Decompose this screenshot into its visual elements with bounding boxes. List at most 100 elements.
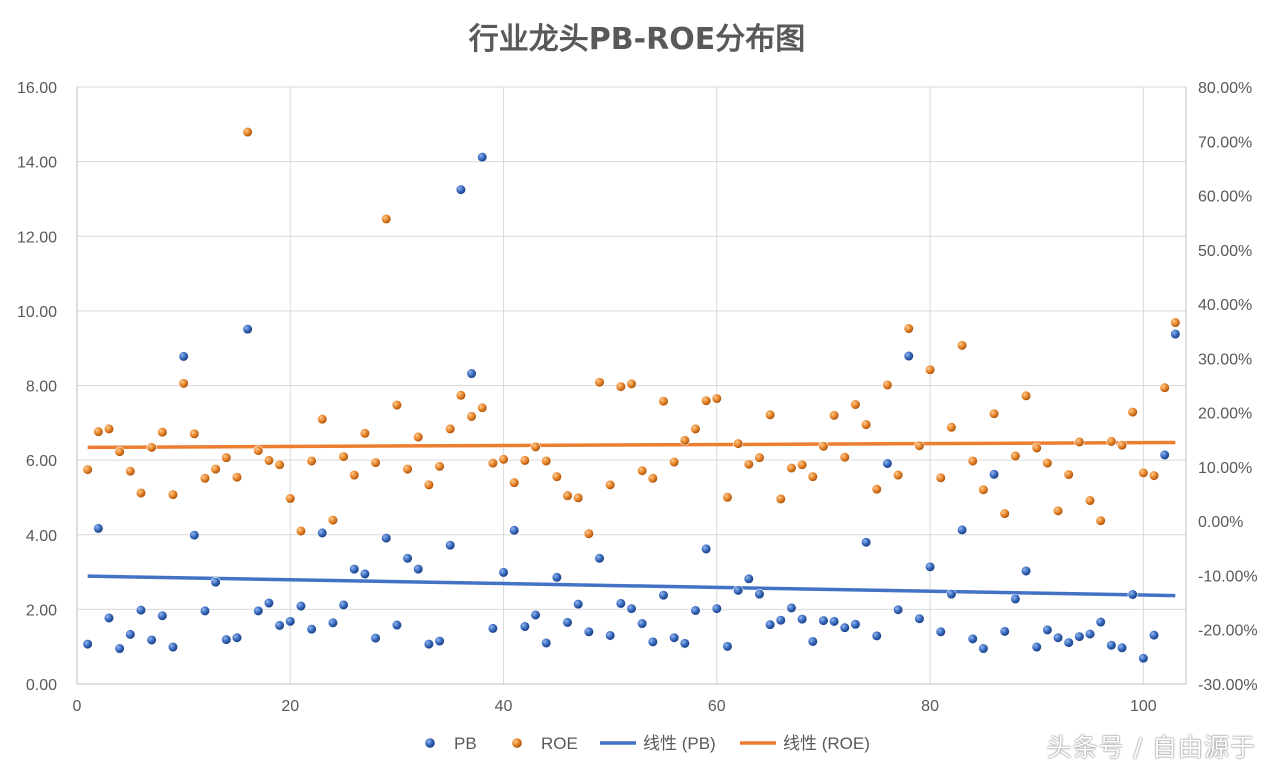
roe-point — [1042, 458, 1053, 469]
roe-point — [402, 463, 413, 475]
pb-point — [605, 630, 616, 641]
roe-point — [754, 452, 765, 463]
roe-point — [189, 428, 200, 439]
pb-point — [701, 543, 712, 555]
roe-point — [487, 458, 498, 469]
x-tick-label: 0 — [73, 698, 82, 715]
roe-point — [327, 514, 339, 526]
pb-point — [306, 624, 317, 635]
pb-point — [1148, 630, 1160, 641]
roe-point — [839, 452, 850, 463]
roe-point — [157, 427, 168, 438]
roe-point — [733, 438, 744, 449]
pb-point — [988, 469, 1000, 480]
pb-point — [946, 588, 957, 600]
pb-point — [999, 626, 1010, 637]
pb-point — [1106, 640, 1117, 651]
roe-point — [860, 419, 872, 430]
pb-point — [125, 629, 136, 640]
y-right-tick-label: 20.00% — [1198, 406, 1252, 423]
roe-point — [1159, 382, 1170, 393]
pb-point — [477, 152, 488, 163]
pb-point — [487, 623, 498, 634]
pb-point — [466, 368, 477, 379]
roe-point — [114, 446, 125, 457]
x-tick-label: 100 — [1130, 698, 1157, 715]
pb-point — [1116, 642, 1128, 653]
pb-point — [626, 603, 637, 614]
roe-point — [1170, 317, 1181, 328]
pb-point — [615, 598, 626, 609]
x-tick-label: 60 — [708, 698, 726, 715]
roe-point — [82, 464, 93, 475]
roe-point — [178, 378, 189, 389]
y-right-tick-label: -20.00% — [1198, 623, 1258, 640]
pb-point — [1042, 624, 1053, 635]
roe-point — [829, 410, 840, 421]
pb-point — [146, 634, 157, 646]
roe-point — [690, 423, 701, 435]
roe-point — [530, 441, 541, 452]
pb-point — [1138, 653, 1149, 664]
roe-point — [285, 493, 296, 504]
roe-point — [413, 431, 424, 443]
pb-point — [391, 619, 403, 631]
roe-point — [882, 379, 893, 391]
y-left-tick-label: 14.00 — [17, 155, 57, 172]
roe-point — [797, 459, 808, 470]
pb-point — [978, 643, 989, 654]
roe-point — [626, 378, 637, 389]
pb-point — [135, 605, 147, 616]
roe-point — [263, 455, 275, 466]
pb-point — [274, 620, 285, 631]
pb-point — [647, 636, 658, 647]
y-right-tick-label: 10.00% — [1198, 460, 1252, 477]
pb-point — [434, 635, 445, 647]
roe-point — [1127, 406, 1138, 418]
pb-point — [189, 530, 200, 541]
pb-point — [573, 599, 584, 610]
pb-point — [797, 613, 808, 625]
pb-point — [93, 523, 104, 534]
pb-point — [1052, 632, 1064, 643]
pb-point — [541, 637, 552, 649]
roe-point — [903, 323, 914, 334]
pb-point — [935, 626, 946, 637]
x-tick-label: 20 — [281, 698, 299, 715]
roe-point — [818, 441, 829, 452]
roe-point — [956, 340, 968, 351]
roe-point — [541, 455, 552, 467]
y-right-tick-label: 70.00% — [1198, 134, 1252, 151]
roe-point — [679, 435, 690, 446]
roe-point — [775, 493, 786, 505]
legend: PB ROE 线性 (PB) 线性 (ROE) — [425, 734, 870, 753]
pb-point — [829, 616, 840, 627]
roe-point — [445, 423, 456, 435]
roe-point — [765, 409, 776, 420]
roe-point — [391, 399, 403, 411]
roe-point — [605, 479, 616, 490]
y-left-tick-label: 12.00 — [17, 229, 57, 246]
pb-point — [157, 610, 168, 621]
roe-point — [274, 459, 285, 470]
pb-point — [1031, 641, 1042, 653]
pb-point — [722, 641, 733, 652]
legend-label: 线性 (PB) — [643, 734, 716, 753]
pb-point — [338, 599, 349, 610]
roe-point — [295, 525, 307, 537]
roe-point — [935, 472, 946, 483]
roe-point — [1138, 467, 1149, 478]
roe-point — [466, 411, 477, 422]
roe-point — [1148, 470, 1160, 481]
pb-point — [1170, 328, 1181, 340]
roe-point — [455, 390, 466, 401]
roe-point — [498, 454, 509, 465]
pb-point — [178, 351, 189, 362]
pb-point — [669, 632, 680, 643]
roe-point — [349, 469, 360, 481]
roe-point — [658, 396, 669, 407]
roe-point — [988, 408, 1000, 419]
roe-point — [231, 472, 243, 483]
roe-point — [93, 426, 104, 437]
